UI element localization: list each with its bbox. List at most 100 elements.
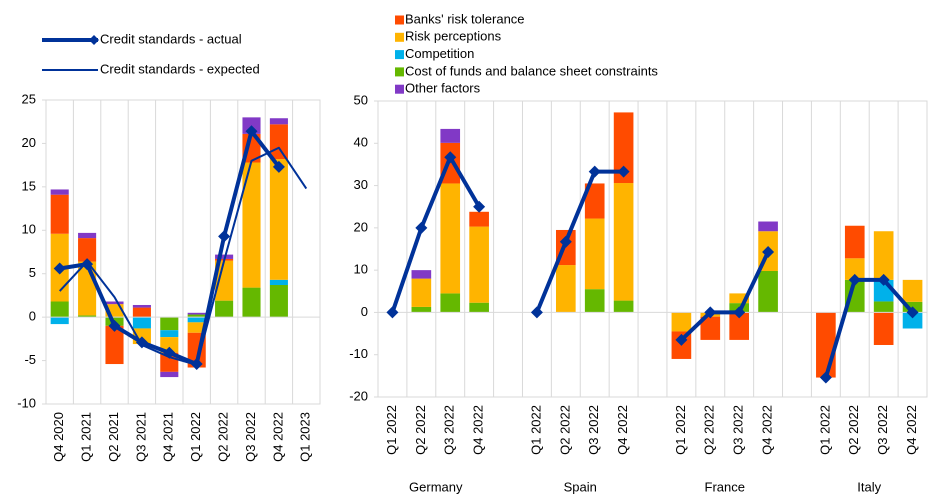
group-label: Italy bbox=[857, 479, 881, 494]
x-tick-label: Q2 2022 bbox=[846, 405, 861, 455]
bar-segment bbox=[269, 285, 288, 318]
bar-segment bbox=[902, 312, 923, 329]
y-tick-label: 0 bbox=[29, 309, 36, 324]
x-tick-label: Q3 2022 bbox=[731, 405, 746, 455]
bar-segment bbox=[671, 312, 692, 332]
bar-segment bbox=[873, 301, 894, 313]
bar-segment bbox=[215, 300, 234, 318]
bar-segment bbox=[469, 302, 489, 313]
bar-segment bbox=[902, 279, 923, 302]
line-marker bbox=[675, 333, 688, 346]
x-tick-label: Q4 2022 bbox=[615, 405, 630, 455]
y-tick-label: 30 bbox=[354, 177, 368, 192]
x-tick-label: Q3 2022 bbox=[875, 405, 890, 455]
x-tick-label: Q4 2022 bbox=[760, 405, 775, 455]
bar-segment bbox=[187, 317, 206, 323]
x-tick-label: Q1 2023 bbox=[298, 412, 313, 462]
bar-segment bbox=[78, 315, 97, 318]
y-tick-label: 10 bbox=[354, 262, 368, 277]
y-tick-label: -5 bbox=[24, 352, 36, 367]
bar-segment bbox=[584, 289, 605, 313]
bar-segment bbox=[50, 301, 69, 318]
bar-segment bbox=[440, 128, 461, 143]
x-tick-label: Q2 2022 bbox=[216, 412, 231, 462]
bar-segment bbox=[844, 258, 865, 280]
line-marker bbox=[473, 200, 486, 213]
x-tick-label: Q2 2022 bbox=[413, 405, 428, 455]
bar-segment bbox=[613, 183, 634, 301]
bar-segment bbox=[187, 322, 206, 333]
legend-label: Competition bbox=[405, 46, 474, 61]
bar-segment bbox=[50, 189, 69, 195]
bar-segment bbox=[613, 112, 634, 184]
bar-segment bbox=[758, 221, 778, 232]
bar-segment bbox=[215, 260, 234, 301]
y-tick-label: 25 bbox=[22, 91, 36, 106]
x-tick-label: Q1 2022 bbox=[673, 405, 688, 455]
x-tick-label: Q2 2022 bbox=[702, 405, 717, 455]
bar-segment bbox=[160, 337, 179, 353]
x-tick-label: Q2 2022 bbox=[557, 405, 572, 455]
line-marker bbox=[762, 245, 775, 258]
line-marker bbox=[272, 160, 285, 173]
bar-segment bbox=[187, 312, 206, 315]
bar-segment bbox=[729, 293, 750, 304]
x-tick-label: Q1 2022 bbox=[817, 405, 832, 455]
line-marker bbox=[848, 273, 861, 286]
line-marker bbox=[444, 151, 457, 164]
legend-swatch bbox=[395, 84, 404, 94]
line-marker bbox=[733, 306, 746, 319]
bar-segment bbox=[105, 301, 124, 305]
bar-segment bbox=[187, 314, 206, 318]
bar-segment bbox=[873, 231, 894, 280]
bar-segment bbox=[584, 218, 605, 290]
x-tick-label: Q3 2021 bbox=[133, 412, 148, 462]
group-label: Spain bbox=[564, 479, 597, 494]
bar-segment bbox=[873, 312, 894, 345]
x-tick-label: Q4 2020 bbox=[51, 412, 66, 462]
bar-segment bbox=[105, 325, 124, 365]
bar-segment bbox=[469, 226, 489, 303]
bar-segment bbox=[269, 279, 288, 286]
bar-segment bbox=[132, 317, 151, 329]
x-tick-label: Q1 2021 bbox=[79, 412, 94, 462]
legend-marker bbox=[89, 35, 99, 45]
bar-segment bbox=[584, 183, 605, 219]
bar-segment bbox=[729, 312, 750, 340]
x-tick-label: Q1 2022 bbox=[384, 405, 399, 455]
bar-segment bbox=[160, 317, 179, 331]
bar-segment bbox=[160, 371, 179, 378]
bar-segment bbox=[269, 118, 288, 125]
line-marker bbox=[415, 221, 428, 234]
plot-frame bbox=[377, 100, 928, 398]
bar-segment bbox=[411, 306, 432, 313]
bar-segment bbox=[440, 293, 461, 313]
series-line bbox=[58, 146, 308, 366]
bar-segment bbox=[269, 159, 288, 280]
bar-segment bbox=[78, 232, 97, 239]
line-marker bbox=[530, 306, 543, 319]
x-tick-label: Q2 2021 bbox=[106, 412, 121, 462]
y-tick-label: -10 bbox=[349, 346, 368, 361]
series-line bbox=[390, 155, 915, 379]
bar-segment bbox=[50, 317, 69, 325]
x-tick-label: Q4 2021 bbox=[161, 412, 176, 462]
x-tick-label: Q4 2022 bbox=[904, 405, 919, 455]
line-marker bbox=[819, 371, 832, 384]
line-marker bbox=[704, 306, 717, 319]
bar-segment bbox=[613, 300, 634, 313]
bar-segment bbox=[844, 225, 865, 259]
legend-label: Other factors bbox=[405, 81, 481, 96]
x-tick-label: Q4 2022 bbox=[270, 412, 285, 462]
bar-segment bbox=[411, 278, 432, 307]
y-tick-label: 10 bbox=[22, 222, 36, 237]
line-marker bbox=[218, 230, 231, 243]
bar-segment bbox=[700, 316, 721, 340]
y-tick-label: -10 bbox=[17, 395, 36, 410]
legend-swatch bbox=[395, 50, 404, 60]
legend-swatch bbox=[395, 32, 404, 42]
bar-segment bbox=[440, 183, 461, 294]
bar-segment bbox=[160, 330, 179, 338]
bar-segment bbox=[132, 307, 151, 318]
